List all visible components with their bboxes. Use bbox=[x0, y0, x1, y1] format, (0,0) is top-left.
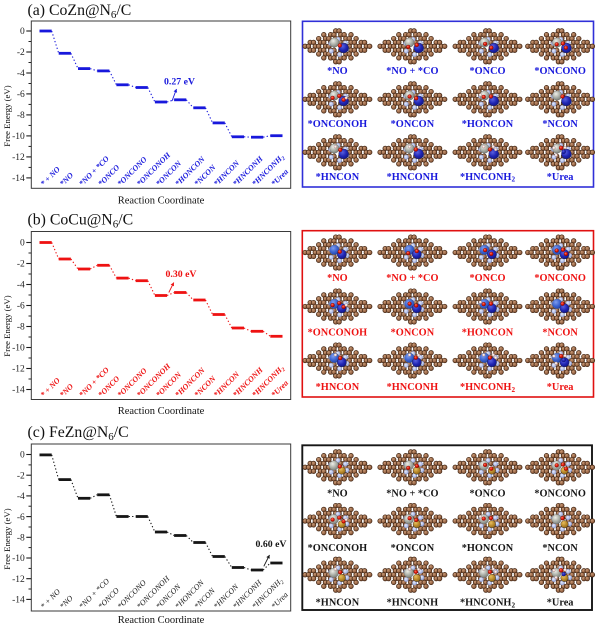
svg-text:*NCON: *NCON bbox=[542, 328, 578, 339]
svg-text:*ONCONOH: *ONCONOH bbox=[308, 328, 368, 339]
svg-text:*ONCON: *ONCON bbox=[391, 119, 435, 130]
svg-text:Free Energy (eV): Free Energy (eV) bbox=[2, 508, 12, 569]
svg-text:*HNCONH2: *HNCONH2 bbox=[460, 382, 516, 394]
svg-text:(b) CoCu@N6/C: (b) CoCu@N6/C bbox=[28, 212, 134, 231]
svg-text:*NCON: *NCON bbox=[542, 119, 578, 130]
svg-text:*HONCON: *HONCON bbox=[462, 543, 514, 554]
svg-text:-2: -2 bbox=[17, 471, 25, 481]
svg-text:*HNCON: *HNCON bbox=[316, 598, 360, 609]
svg-text:-8: -8 bbox=[17, 323, 25, 333]
svg-text:-10: -10 bbox=[12, 132, 25, 142]
svg-text:*Urea: *Urea bbox=[547, 382, 574, 393]
svg-text:*ONCON: *ONCON bbox=[391, 328, 435, 339]
svg-text:*ONCONO: *ONCONO bbox=[534, 489, 586, 500]
svg-text:0.30 eV: 0.30 eV bbox=[165, 269, 196, 280]
svg-text:*NO + *CO: *NO + *CO bbox=[386, 489, 438, 500]
svg-text:-14: -14 bbox=[12, 174, 25, 184]
svg-text:-8: -8 bbox=[17, 534, 25, 544]
svg-text:*ONCONO: *ONCONO bbox=[534, 273, 586, 284]
svg-text:*NO + *CO: *NO + *CO bbox=[386, 273, 438, 284]
svg-text:*ONCO: *ONCO bbox=[469, 273, 505, 284]
svg-text:-12: -12 bbox=[12, 575, 25, 585]
svg-text:-12: -12 bbox=[12, 365, 25, 375]
svg-text:-4: -4 bbox=[17, 492, 25, 502]
svg-text:*NO + *CO: *NO + *CO bbox=[386, 66, 438, 77]
svg-text:0.60 eV: 0.60 eV bbox=[255, 539, 286, 550]
svg-text:(c) FeZn@N6/C: (c) FeZn@N6/C bbox=[28, 424, 129, 443]
svg-text:0: 0 bbox=[20, 27, 25, 37]
svg-text:-8: -8 bbox=[17, 111, 25, 121]
svg-text:0: 0 bbox=[20, 451, 25, 461]
svg-text:0: 0 bbox=[20, 239, 25, 249]
svg-text:*NO: *NO bbox=[327, 489, 348, 500]
svg-text:*HNCON: *HNCON bbox=[316, 172, 360, 183]
svg-text:-10: -10 bbox=[12, 554, 25, 564]
svg-text:*ONCONO: *ONCONO bbox=[534, 66, 586, 77]
svg-text:*Urea: *Urea bbox=[547, 172, 574, 183]
svg-text:-6: -6 bbox=[17, 90, 25, 100]
svg-text:*HNCONH2: *HNCONH2 bbox=[460, 598, 516, 610]
svg-text:-4: -4 bbox=[17, 69, 25, 79]
svg-text:Reaction Coordinate: Reaction Coordinate bbox=[118, 406, 205, 417]
svg-text:*ONCO: *ONCO bbox=[469, 66, 505, 77]
svg-text:-2: -2 bbox=[17, 260, 25, 270]
svg-text:-12: -12 bbox=[12, 153, 25, 163]
svg-text:*NO: *NO bbox=[327, 66, 348, 77]
svg-text:*HNCONH: *HNCONH bbox=[387, 598, 439, 609]
svg-text:0.27 eV: 0.27 eV bbox=[164, 76, 195, 87]
svg-text:Free Energy (eV): Free Energy (eV) bbox=[2, 295, 12, 356]
svg-text:*ONCONOH: *ONCONOH bbox=[308, 119, 368, 130]
svg-text:*HONCON: *HONCON bbox=[462, 119, 514, 130]
svg-text:-4: -4 bbox=[17, 281, 25, 291]
svg-text:-2: -2 bbox=[17, 48, 25, 58]
svg-text:*ONCO: *ONCO bbox=[469, 489, 505, 500]
svg-text:-14: -14 bbox=[12, 596, 25, 606]
svg-text:-6: -6 bbox=[17, 302, 25, 312]
svg-text:-6: -6 bbox=[17, 513, 25, 523]
svg-text:*HONCON: *HONCON bbox=[462, 328, 514, 339]
svg-text:Reaction Coordinate: Reaction Coordinate bbox=[118, 196, 205, 207]
svg-text:*ONCONOH: *ONCONOH bbox=[308, 543, 368, 554]
svg-text:-10: -10 bbox=[12, 344, 25, 354]
svg-text:-14: -14 bbox=[12, 386, 25, 396]
svg-text:Reaction Coordinate: Reaction Coordinate bbox=[118, 615, 205, 626]
svg-text:*NCON: *NCON bbox=[542, 543, 578, 554]
svg-text:*HNCONH: *HNCONH bbox=[387, 382, 439, 393]
svg-text:*HNCONH: *HNCONH bbox=[387, 172, 439, 183]
svg-text:(a) CoZn@N6/C: (a) CoZn@N6/C bbox=[28, 2, 132, 21]
svg-text:Free Energy (eV): Free Energy (eV) bbox=[2, 85, 12, 146]
svg-text:*HNCONH2: *HNCONH2 bbox=[460, 172, 516, 184]
svg-text:*ONCON: *ONCON bbox=[391, 543, 435, 554]
svg-text:*NO: *NO bbox=[327, 273, 348, 284]
svg-text:*HNCON: *HNCON bbox=[316, 382, 360, 393]
svg-text:*Urea: *Urea bbox=[547, 598, 574, 609]
